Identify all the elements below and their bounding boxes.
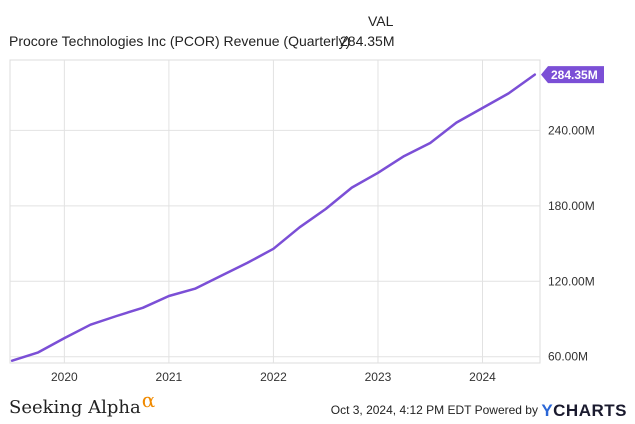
chart-grid (9, 59, 541, 364)
legend-latest-value: 284.35M (340, 33, 395, 49)
x-tick-label: 2024 (469, 370, 496, 384)
seeking-alpha-logo: Seeking Alphaα (9, 388, 156, 418)
timestamp: Oct 3, 2024, 4:12 PM EDT (330, 403, 472, 417)
last-value-tag (541, 66, 604, 84)
y-tick-label: 60.00M (548, 350, 588, 364)
chart-series (10, 73, 537, 362)
chart-footer: Oct 3, 2024, 4:12 PM EDT Powered by YCHA… (331, 401, 627, 421)
x-tick-label: 2020 (51, 370, 78, 384)
legend-column-header: VAL (368, 13, 394, 29)
x-tick-label: 2021 (156, 370, 183, 384)
x-tick-label: 2022 (260, 370, 287, 384)
ycharts-logo: YCHARTS (541, 401, 627, 420)
y-tick-label: 240.00M (548, 123, 595, 137)
legend-series-name: Procore Technologies Inc (PCOR) Revenue … (9, 33, 351, 49)
chart-axes: 60.00M 120.00M 180.00M 240.00M 2020 2021 2022 2… (51, 66, 604, 384)
y-tick-label: 180.00M (548, 199, 595, 213)
last-value-label: 284.35M (551, 68, 598, 82)
plot-frame (9, 59, 541, 364)
powered-by-label: Powered by (474, 403, 538, 417)
y-tick-label: 120.00M (548, 274, 595, 288)
x-tick-label: 2023 (365, 370, 392, 384)
series-line (10, 73, 537, 362)
